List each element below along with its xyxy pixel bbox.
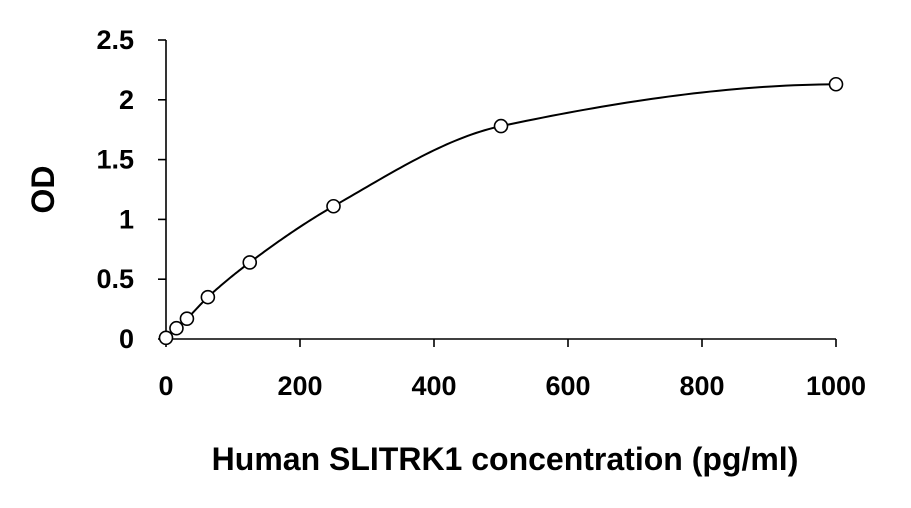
x-tick-label: 600 [545, 371, 590, 401]
y-tick-label: 1.5 [96, 145, 134, 175]
data-point [493, 118, 509, 134]
y-axis-title: OD [25, 166, 61, 214]
x-axis-title: Human SLITRK1 concentration (pg/ml) [212, 441, 799, 477]
y-tick-label: 0.5 [96, 264, 134, 294]
x-tick-label: 0 [158, 371, 173, 401]
x-tick-label: 200 [277, 371, 322, 401]
x-tick-label: 400 [411, 371, 456, 401]
ticks: 0 0.5 1 1.5 2 2.5 0 200 400 600 800 1000 [96, 25, 866, 401]
data-point [158, 330, 174, 346]
data-point [200, 289, 216, 305]
x-tick-label: 800 [679, 371, 724, 401]
y-tick-label: 2 [119, 85, 134, 115]
axes [165, 40, 836, 340]
y-tick-label: 0 [119, 324, 134, 354]
data-point [326, 198, 341, 214]
data-point [169, 320, 184, 336]
data-point [242, 255, 258, 270]
data-point [179, 311, 195, 326]
data-point [828, 76, 844, 92]
y-tick-label: 2.5 [96, 25, 134, 55]
x-tick-label: 1000 [806, 371, 866, 401]
data-points [158, 76, 844, 346]
y-tick-label: 1 [119, 204, 134, 234]
